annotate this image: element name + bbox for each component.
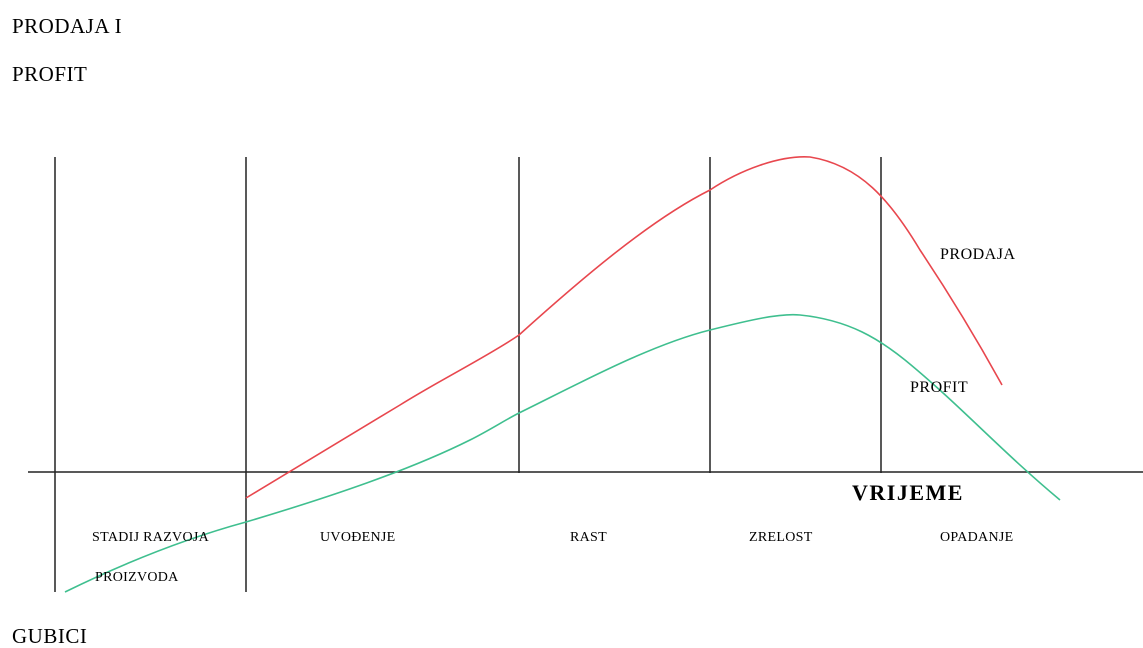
stage-development-label-line1: STADIJ RAZVOJA (92, 530, 210, 545)
stage-maturity-label: ZRELOST (749, 530, 813, 545)
y-axis-label-line1: PRODAJA I (12, 14, 123, 38)
losses-label: GUBICI (12, 624, 88, 648)
sales-curve (245, 156, 1003, 499)
profit-curve-label: PROFIT (910, 379, 969, 396)
sales-curve-label: PRODAJA (940, 246, 1016, 263)
stage-decline-label: OPADANJE (940, 530, 1014, 545)
stage-development-label-line2: PROIZVODA (95, 570, 179, 585)
y-axis-label-line2: PROFIT (12, 62, 88, 86)
time-axis-label: VRIJEME (852, 480, 964, 505)
stage-introduction-label: UVOĐENJE (320, 530, 396, 545)
profit-curve (64, 313, 1061, 593)
stage-growth-label: RAST (570, 530, 607, 545)
